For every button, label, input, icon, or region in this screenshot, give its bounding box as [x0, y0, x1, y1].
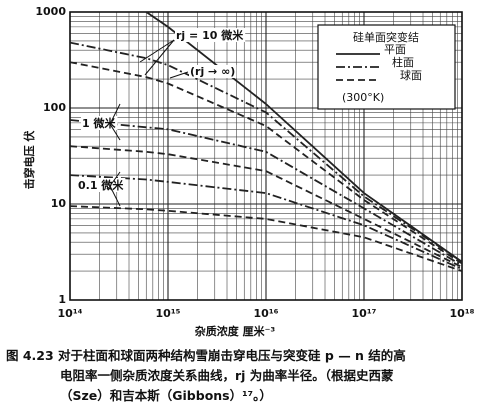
- y-tick-label: 10: [51, 197, 67, 210]
- x-tick-label: 10¹⁷: [352, 307, 377, 320]
- x-tick-label: 10¹⁴: [58, 307, 83, 320]
- caption-line: （Sze）和吉本斯（Gibbons）¹⁷。）: [60, 388, 272, 403]
- series-group: [70, 12, 462, 272]
- annotation: 0.1 微米: [78, 178, 124, 192]
- y-tick-label: 1000: [35, 5, 66, 18]
- annotation-pointer: [169, 71, 189, 79]
- annotation: (rj → ∞): [190, 65, 235, 78]
- annotation-bg: [189, 65, 237, 78]
- series-line: [70, 119, 462, 267]
- y-tick-label: 1: [58, 293, 66, 306]
- series-line: [70, 41, 462, 263]
- annotation: rj = 10 微米: [176, 28, 244, 42]
- legend-label: 平面: [384, 43, 406, 56]
- annotation-pointer: [139, 39, 175, 63]
- annotation-pointer: [109, 171, 121, 187]
- series-line: [70, 145, 462, 268]
- plot-frame: [69, 11, 463, 301]
- caption-line: 图 4.23 对于柱面和球面两种结构雪崩击穿电压与突变硅 p — n 结的高: [6, 348, 406, 363]
- x-tick-label: 10¹⁸: [450, 307, 475, 320]
- x-tick-label: 10¹⁵: [156, 307, 181, 320]
- annotation-pointer: [144, 39, 175, 76]
- annotation-bg: [175, 28, 246, 42]
- annotation-bg: [81, 116, 118, 130]
- x-tick-label: 10¹⁶: [254, 307, 279, 320]
- annotation-pointer: [109, 103, 121, 125]
- annotation-pointer: [109, 185, 121, 207]
- caption-line: 电阻率一侧杂质浓度关系曲线，rj 为曲率半径。（根据史西蒙: [60, 368, 394, 383]
- legend-label: 柱面: [392, 55, 414, 69]
- legend-label: 球面: [400, 68, 422, 82]
- x-axis-label: 杂质浓度 厘米⁻³: [195, 324, 276, 338]
- y-tick-label: 100: [43, 101, 66, 114]
- series-line: [145, 12, 462, 263]
- y-axis-label: 击穿电压 伏: [22, 131, 36, 190]
- annotation-pointer: [109, 123, 121, 141]
- legend-note: (300°K): [342, 91, 384, 104]
- series-line: [70, 205, 462, 272]
- annotation: 1 微米: [82, 116, 116, 130]
- series-line: [70, 174, 462, 270]
- legend-title: 硅单面突变结: [353, 30, 419, 44]
